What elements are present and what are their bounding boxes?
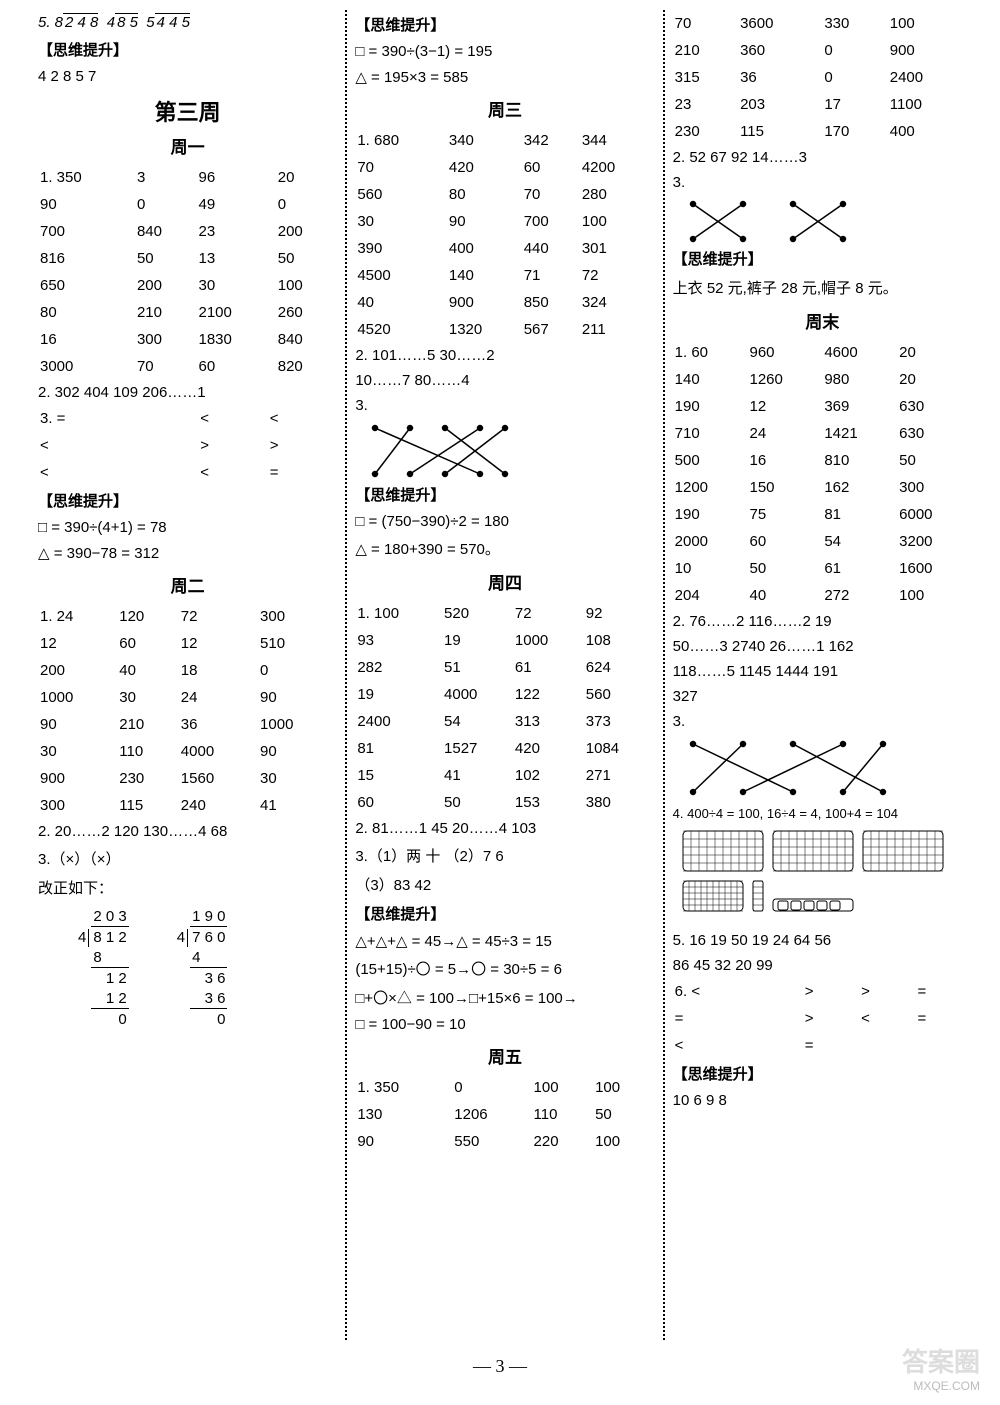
siwei-2a-2: △ = 195×3 = 585	[355, 64, 654, 90]
day1-table: 1. 35039620 900490 70084023200 816501350…	[38, 164, 337, 380]
matching-diagram-3	[673, 738, 893, 798]
siwei-col1-top: 4 2 8 5 7	[38, 64, 337, 89]
siwei-3a: 上衣 52 元,裤子 28 元,帽子 8 元。	[673, 273, 972, 302]
siwei-heading-1b: 【思维提升】	[38, 490, 337, 511]
weekend-q6: 6. <>>= =><= <=	[673, 978, 972, 1059]
day4-table: 1. 1005207292 93191000108 2825161624 194…	[355, 600, 654, 816]
siwei-heading-3b: 【思维提升】	[673, 1063, 972, 1084]
siwei-2c-1: △+△+△ = 45→△ = 45÷3 = 15	[355, 928, 654, 954]
week3-title: 第三周	[38, 95, 337, 127]
day2-title: 周二	[38, 572, 337, 597]
col3-q3-label: 3.	[673, 170, 972, 195]
watermark-logo: 答案圈	[902, 1342, 980, 1379]
siwei-heading-3a: 【思维提升】	[673, 248, 972, 269]
weekend-table: 1. 60960460020 140126098020 19012369630 …	[673, 339, 972, 609]
weekend-q5-2: 86 45 32 20 99	[673, 953, 972, 978]
day3-q3-label: 3.	[355, 393, 654, 418]
watermark: 答案圈 MXQE.COM	[902, 1342, 980, 1393]
siwei-heading-2a: 【思维提升】	[355, 14, 654, 35]
day1-siwei-2: △ = 390−78 = 312	[38, 540, 337, 566]
siwei-2c-4: □ = 100−90 = 10	[355, 1012, 654, 1037]
day4-q2: 2. 81……1 45 20……4 103	[355, 816, 654, 841]
siwei-2b-1: □ = (750−390)÷2 = 180	[355, 509, 654, 534]
day3-q2-1: 2. 101……5 30……2	[355, 343, 654, 368]
weekend-q3-label: 3.	[673, 709, 972, 734]
siwei-heading-2c: 【思维提升】	[355, 903, 654, 924]
weekend-q2-3: 118……5 1145 1444 191	[673, 659, 972, 684]
day3-table: 1. 680340342344 70420604200 5608070280 3…	[355, 127, 654, 343]
weekend-q4: 4. 400÷4 = 100, 16÷4 = 4, 100+4 = 104	[673, 802, 972, 825]
longdiv-a: 2 0 3 48 1 2 8 1 2 1 2 0	[74, 906, 131, 1031]
weekend-q2-4: 327	[673, 684, 972, 709]
page-number: — 3 —	[0, 1350, 1000, 1383]
day1-q2: 2. 302 404 109 206……1	[38, 380, 337, 405]
col3-q2: 2. 52 67 92 14……3	[673, 145, 972, 170]
siwei-3b: 10 6 9 8	[673, 1088, 972, 1113]
day2-q2: 2. 20……2 120 130……4 68	[38, 819, 337, 844]
column-2: 【思维提升】 □ = 390÷(3−1) = 195 △ = 195×3 = 5…	[347, 10, 664, 1340]
column-1: 5. 82 4 8 48 5 54 4 5 【思维提升】 4 2 8 5 7 第…	[30, 10, 347, 1340]
day5-title: 周五	[355, 1043, 654, 1068]
longdiv-b: 1 9 0 47 6 0 4 3 6 3 6 0	[173, 906, 230, 1031]
day2-q3b: 改正如下：	[38, 873, 337, 902]
weekend-title: 周末	[673, 308, 972, 333]
block-grids-icon	[673, 829, 963, 924]
siwei-heading-2b: 【思维提升】	[355, 484, 654, 505]
top-longdiv-line: 5. 82 4 8 48 5 54 4 5	[38, 10, 337, 35]
day2-q3a: 3.（×）（×）	[38, 844, 337, 873]
siwei-2b-2: △ = 180+390 = 570。	[355, 534, 654, 563]
weekend-q5-1: 5. 16 19 50 19 24 64 56	[673, 928, 972, 953]
weekend-q2-1: 2. 76……2 116……2 19	[673, 609, 972, 634]
col3-top-table: 703600330100 2103600900 3153602400 23203…	[673, 10, 972, 145]
matching-diagram-1	[355, 422, 515, 480]
column-3: 703600330100 2103600900 3153602400 23203…	[665, 10, 980, 1340]
day1-title: 周一	[38, 133, 337, 158]
weekend-q2-2: 50……3 2740 26……1 162	[673, 634, 972, 659]
day4-q3-2: （3）83 42	[355, 870, 654, 899]
day2-table: 1. 2412072300 126012510 20040180 1000302…	[38, 603, 337, 819]
day4-q3-1: 3.（1）两 十 （2）7 6	[355, 841, 654, 870]
day1-q3: 3. =<< <>> <<=	[38, 405, 337, 486]
day5-table: 1. 3500100100 130120611050 90550220100	[355, 1074, 654, 1155]
watermark-url: MXQE.COM	[902, 1379, 980, 1393]
siwei-2a-1: □ = 390÷(3−1) = 195	[355, 39, 654, 64]
siwei-2c-2: (15+15)÷〇 = 5→〇 = 30÷5 = 6	[355, 954, 654, 983]
siwei-2c-3: □+〇×△ = 100→□+15×6 = 100→	[355, 983, 654, 1012]
matching-diagram-2	[673, 199, 873, 244]
siwei-heading: 【思维提升】	[38, 39, 337, 60]
day4-title: 周四	[355, 569, 654, 594]
day1-siwei-1: □ = 390÷(4+1) = 78	[38, 515, 337, 540]
day3-title: 周三	[355, 96, 654, 121]
day3-q2-2: 10……7 80……4	[355, 368, 654, 393]
